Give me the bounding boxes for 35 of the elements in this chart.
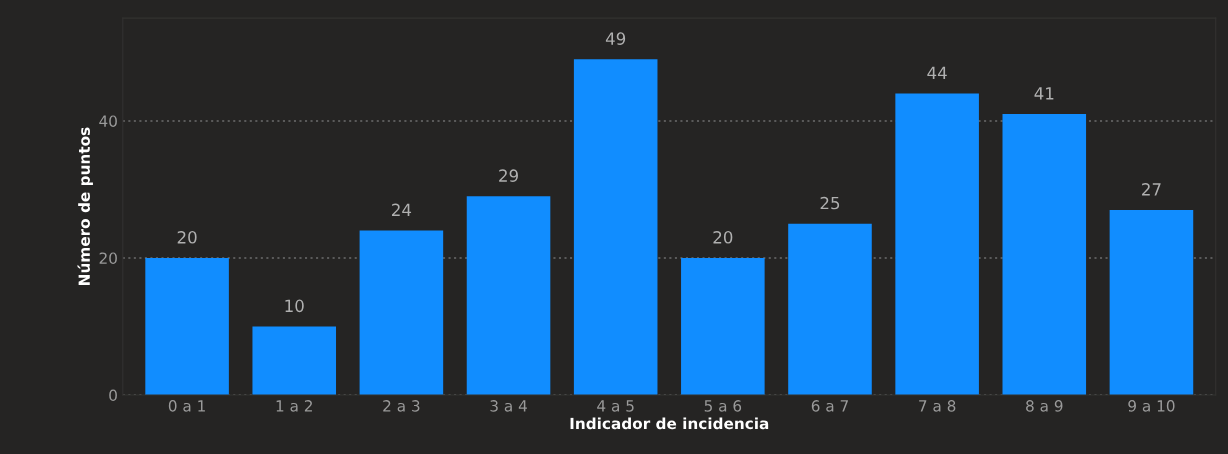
data-label: 27 [1142, 183, 1161, 196]
x-tick-label: 0 a 1 [168, 400, 205, 412]
x-tick-label: 1 a 2 [276, 400, 312, 412]
data-label: 10 [285, 299, 304, 313]
bar [788, 223, 872, 395]
data-label: 25 [820, 196, 840, 210]
bar [359, 230, 444, 395]
bar [573, 59, 658, 395]
bar [145, 257, 229, 395]
bar [895, 93, 979, 395]
data-label: 20 [177, 231, 197, 244]
y-tick-label: 20 [99, 252, 117, 264]
x-tick-label: 4 a 5 [597, 400, 634, 412]
x-tick-label: 8 a 9 [1026, 400, 1063, 412]
x-axis-title: Indicador de incidencia [570, 417, 769, 430]
x-tick-label: 6 a 7 [811, 400, 848, 412]
x-tick-label: 5 a 6 [704, 400, 742, 412]
x-tick-label: 2 a 3 [383, 400, 420, 412]
data-label: 24 [392, 203, 412, 216]
y-tick-label: 40 [99, 115, 117, 127]
bar [1002, 114, 1087, 395]
bar [466, 196, 551, 395]
bar [681, 257, 765, 395]
y-tick-label: 0 [109, 389, 117, 401]
data-label: 20 [713, 231, 733, 244]
x-tick-label: 9 a 10 [1128, 400, 1175, 412]
data-label: 41 [1034, 87, 1054, 100]
data-label: 29 [499, 169, 518, 182]
data-label: 44 [927, 66, 947, 79]
x-tick-label: 7 a 8 [919, 400, 956, 412]
data-label: 49 [605, 32, 626, 45]
bar [1109, 210, 1194, 395]
x-tick-label: 3 a 4 [490, 400, 527, 412]
bar [252, 326, 337, 395]
y-axis-title: Número de puntos [77, 127, 93, 285]
